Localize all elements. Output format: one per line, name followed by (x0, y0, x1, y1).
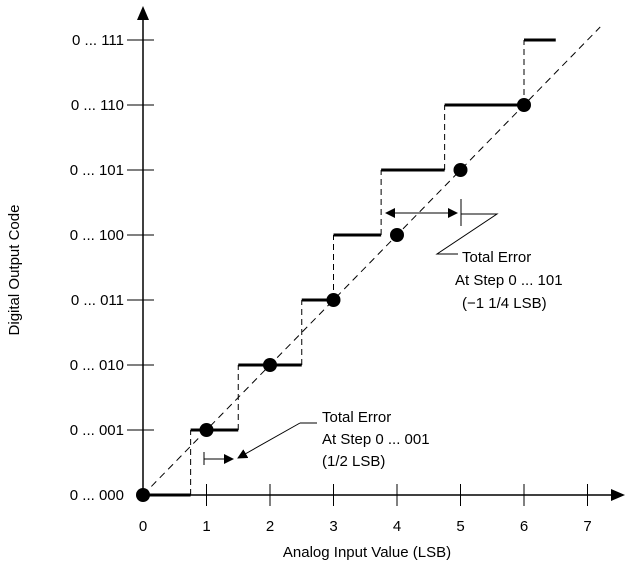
error-high-label-2: At Step 0 ... 101 (455, 272, 563, 289)
x-tick-label: 6 (520, 518, 528, 535)
error-high-label-1: Total Error (462, 249, 531, 266)
x-tick-label: 4 (393, 518, 401, 535)
x-tick-label: 0 (139, 518, 147, 535)
error-high-leader (435, 213, 499, 255)
x-axis-arrow-icon (611, 489, 625, 501)
ideal-point (326, 293, 341, 307)
x-tick-label: 3 (329, 518, 337, 535)
error-low-label-2: At Step 0 ... 001 (322, 431, 430, 448)
y-axis-arrow-icon (137, 6, 149, 20)
y-tick-label: 0 ... 010 (70, 357, 124, 374)
x-tick-label: 7 (583, 518, 591, 535)
error-high-label-3: (−1 1/4 LSB) (462, 295, 547, 312)
ideal-point (136, 488, 150, 502)
x-tick-label: 2 (266, 518, 274, 535)
error-low-label-1: Total Error (322, 409, 391, 426)
y-tick-label: 0 ... 101 (70, 162, 124, 179)
error-low-leader-arrow (237, 422, 301, 459)
y-axis-title: Digital Output Code (6, 205, 23, 336)
y-tick-label: 0 ... 100 (70, 227, 124, 244)
y-tick-label: 0 ... 011 (71, 292, 124, 309)
x-axis-title: Analog Input Value (LSB) (283, 544, 451, 561)
ideal-point (199, 423, 214, 437)
ideal-point (517, 98, 531, 112)
x-tick-group: 0 1 2 3 4 5 6 7 (139, 484, 592, 535)
y-tick-label: 0 ... 111 (72, 32, 124, 49)
x-tick-label: 5 (456, 518, 464, 535)
x-tick-label: 1 (202, 518, 210, 535)
y-tick-label: 0 ... 000 (70, 487, 124, 504)
error-high-annotation: Total Error At Step 0 ... 101 (−1 1/4 LS… (385, 199, 563, 312)
error-low-annotation: Total Error At Step 0 ... 001 (1/2 LSB) (203, 409, 430, 470)
y-tick-group: 0 ... 000 0 ... 001 0 ... 010 0 ... 011 0 ..… (70, 32, 154, 504)
ideal-point (453, 163, 468, 177)
y-tick-label: 0 ... 110 (71, 97, 124, 114)
ideal-point (263, 358, 277, 372)
y-tick-label: 0 ... 001 (70, 422, 124, 439)
ideal-point-group (136, 98, 531, 502)
ideal-point (390, 228, 404, 242)
error-low-label-3: (1/2 LSB) (322, 453, 385, 470)
